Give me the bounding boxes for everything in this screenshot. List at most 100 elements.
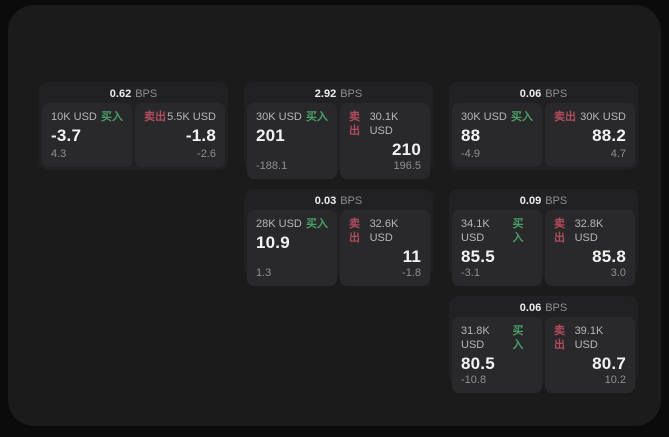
quote-card-body: 34.1K USD 买入 85.5 -3.1 卖出 32.8K USD 85.8… — [452, 210, 635, 286]
buy-panel[interactable]: 30K USD 买入 201 -188.1 — [247, 103, 337, 179]
buy-price: 85.5 — [461, 247, 495, 266]
quote-card: 0.06 BPS 31.8K USD 买入 80.5 -10.8 卖出 39.1… — [449, 296, 638, 393]
buy-price: -3.7 — [51, 126, 82, 145]
sell-size-label: 39.1K USD — [574, 325, 604, 351]
buy-panel[interactable]: 31.8K USD 买入 80.5 -10.8 — [452, 317, 542, 393]
sell-side-label: 卖出 — [349, 111, 360, 137]
sell-top-row: 卖出 5.5K USD — [144, 110, 216, 124]
buy-panel[interactable]: 34.1K USD 买入 85.5 -3.1 — [452, 210, 542, 286]
bps-header: 0.06 BPS — [452, 299, 635, 317]
quotes-panel: 0.62 BPS 10K USD 买入 -3.7 4.3 卖出 5.5K USD… — [8, 5, 661, 426]
buy-panel[interactable]: 28K USD 买入 10.9 1.3 — [247, 210, 337, 286]
sell-size-label: 30K USD — [580, 111, 626, 123]
buy-delta: -188.1 — [256, 160, 288, 172]
buy-size-label: 10K USD — [51, 111, 97, 123]
sell-price: 210 — [392, 140, 421, 159]
buy-top-row: 34.1K USD 买入 — [461, 217, 533, 245]
quote-card-body: 10K USD 买入 -3.7 4.3 卖出 5.5K USD -1.8 -2.… — [42, 103, 225, 167]
buy-side-label: 买入 — [306, 218, 328, 230]
buy-size-label: 30K USD — [256, 111, 302, 123]
buy-top-row: 30K USD 买入 — [256, 110, 328, 124]
sell-side-label: 卖出 — [144, 111, 166, 123]
sell-top-row: 卖出 39.1K USD — [554, 324, 626, 352]
buy-size-label: 31.8K USD — [461, 325, 490, 351]
buy-size-label: 28K USD — [256, 218, 302, 230]
buy-top-row: 31.8K USD 买入 — [461, 324, 533, 352]
sell-size-label: 32.6K USD — [369, 218, 399, 244]
sell-panel[interactable]: 卖出 5.5K USD -1.8 -2.6 — [135, 103, 225, 167]
quote-card-body: 30K USD 买入 201 -188.1 卖出 30.1K USD 210 1… — [247, 103, 430, 179]
sell-panel[interactable]: 卖出 30.1K USD 210 196.5 — [340, 103, 430, 179]
buy-delta: -10.8 — [461, 374, 487, 386]
sell-top-row: 卖出 32.8K USD — [554, 217, 626, 245]
bps-header: 2.92 BPS — [247, 85, 430, 103]
buy-side-label: 买入 — [101, 111, 123, 123]
sell-size-label: 32.8K USD — [574, 218, 604, 244]
buy-top-row: 28K USD 买入 — [256, 217, 328, 231]
sell-delta: 10.2 — [604, 374, 626, 386]
sell-size-label: 5.5K USD — [167, 111, 216, 123]
bps-unit-label: BPS — [545, 302, 568, 314]
quote-card: 0.09 BPS 34.1K USD 买入 85.5 -3.1 卖出 32.8K… — [449, 189, 638, 286]
sell-panel[interactable]: 卖出 32.8K USD 85.8 3.0 — [545, 210, 635, 286]
buy-price: 10.9 — [256, 233, 290, 252]
sell-price: 85.8 — [592, 247, 626, 266]
bps-header: 0.03 BPS — [247, 192, 430, 210]
buy-top-row: 30K USD 买入 — [461, 110, 533, 124]
quote-card: 0.03 BPS 28K USD 买入 10.9 1.3 卖出 32.6K US… — [244, 189, 433, 286]
bps-header: 0.62 BPS — [42, 85, 225, 103]
bps-unit-label: BPS — [545, 88, 568, 100]
bps-header: 0.09 BPS — [452, 192, 635, 210]
quote-card-body: 31.8K USD 买入 80.5 -10.8 卖出 39.1K USD 80.… — [452, 317, 635, 393]
sell-panel[interactable]: 卖出 32.6K USD 11 -1.8 — [340, 210, 430, 286]
sell-delta: -1.8 — [402, 267, 421, 279]
bps-unit-label: BPS — [340, 195, 363, 207]
sell-side-label: 卖出 — [554, 111, 576, 123]
buy-side-label: 买入 — [511, 111, 533, 123]
buy-side-label: 买入 — [512, 218, 524, 244]
sell-top-row: 卖出 30.1K USD — [349, 110, 421, 138]
buy-price: 201 — [256, 126, 285, 145]
sell-price: 88.2 — [592, 126, 626, 145]
sell-price: 80.7 — [592, 354, 626, 373]
buy-price: 88 — [461, 126, 481, 145]
buy-delta: 4.3 — [51, 148, 67, 160]
sell-delta: 3.0 — [610, 267, 626, 279]
quotes-grid: 0.62 BPS 10K USD 买入 -3.7 4.3 卖出 5.5K USD… — [8, 5, 661, 393]
bps-value: 2.92 — [314, 88, 337, 100]
buy-panel[interactable]: 10K USD 买入 -3.7 4.3 — [42, 103, 132, 167]
sell-panel[interactable]: 卖出 39.1K USD 80.7 10.2 — [545, 317, 635, 393]
bps-value: 0.03 — [314, 195, 337, 207]
bps-unit-label: BPS — [545, 195, 568, 207]
sell-top-row: 卖出 30K USD — [554, 110, 626, 124]
buy-price: 80.5 — [461, 354, 495, 373]
buy-delta: 1.3 — [256, 267, 272, 279]
sell-side-label: 卖出 — [554, 218, 565, 244]
buy-delta: -4.9 — [461, 148, 480, 160]
bps-value: 0.09 — [519, 195, 542, 207]
quote-card-body: 28K USD 买入 10.9 1.3 卖出 32.6K USD 11 -1.8 — [247, 210, 430, 286]
buy-side-label: 买入 — [512, 325, 524, 351]
sell-price: -1.8 — [185, 126, 216, 145]
buy-side-label: 买入 — [306, 111, 328, 123]
bps-header: 0.06 BPS — [452, 85, 635, 103]
quote-card: 0.62 BPS 10K USD 买入 -3.7 4.3 卖出 5.5K USD… — [39, 82, 228, 170]
bps-value: 0.06 — [519, 302, 542, 314]
buy-delta: -3.1 — [461, 267, 480, 279]
sell-delta: 196.5 — [393, 160, 421, 172]
bps-unit-label: BPS — [340, 88, 363, 100]
buy-size-label: 34.1K USD — [461, 218, 490, 244]
quote-card-body: 30K USD 买入 88 -4.9 卖出 30K USD 88.2 4.7 — [452, 103, 635, 167]
sell-size-label: 30.1K USD — [369, 111, 399, 137]
bps-value: 0.62 — [109, 88, 132, 100]
sell-side-label: 卖出 — [554, 325, 565, 351]
quote-card: 2.92 BPS 30K USD 买入 201 -188.1 卖出 30.1K … — [244, 82, 433, 179]
sell-panel[interactable]: 卖出 30K USD 88.2 4.7 — [545, 103, 635, 167]
buy-panel[interactable]: 30K USD 买入 88 -4.9 — [452, 103, 542, 167]
sell-delta: 4.7 — [610, 148, 626, 160]
sell-top-row: 卖出 32.6K USD — [349, 217, 421, 245]
quote-card: 0.06 BPS 30K USD 买入 88 -4.9 卖出 30K USD 8… — [449, 82, 638, 170]
buy-top-row: 10K USD 买入 — [51, 110, 123, 124]
bps-value: 0.06 — [519, 88, 542, 100]
